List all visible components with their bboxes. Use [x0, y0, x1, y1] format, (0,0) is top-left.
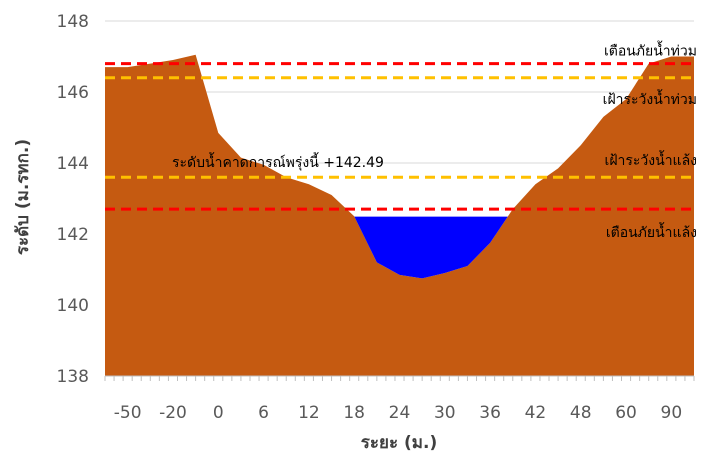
- reference-label: เฝ้าระวังน้ำท่วม: [603, 89, 697, 108]
- x-tick-label: 6: [258, 403, 269, 423]
- y-tick-label: 146: [57, 83, 89, 103]
- y-tick-label: 144: [57, 154, 89, 174]
- reference-label: เตือนภัยน้ำท่วม: [604, 41, 697, 60]
- y-tick-label: 138: [57, 367, 89, 387]
- x-tick-label: 90: [661, 403, 683, 423]
- y-tick-label: 140: [57, 296, 89, 316]
- reference-labels: เตือนภัยน้ำท่วมเฝ้าระวังน้ำท่วมเฝ้าระวัง…: [603, 41, 697, 242]
- water-area: [354, 216, 508, 279]
- x-tick-label: 24: [389, 403, 411, 423]
- x-tick-label: 36: [479, 403, 501, 423]
- reference-label: เตือนภัยน้ำแล้ง: [606, 222, 697, 241]
- axes: 138 140 142 144 146 148 -50 -20 0 6 12 18 24 30 36 42 48…: [57, 12, 695, 423]
- ground-area: [105, 54, 694, 376]
- reference-lines: [105, 62, 694, 211]
- y-tick-label: 148: [57, 12, 89, 32]
- x-tick-label: -50: [114, 403, 142, 423]
- ground-layer: [105, 54, 694, 376]
- x-tick-label: 60: [615, 403, 637, 423]
- x-tick-label: 18: [343, 403, 365, 423]
- y-axis-title: ระดับ (ม.รทก.): [13, 139, 33, 255]
- water-layer: [354, 216, 508, 279]
- x-tick-label: 30: [434, 403, 456, 423]
- x-axis-title: ระยะ (ม.): [361, 433, 437, 453]
- x-tick-label: 12: [298, 403, 320, 423]
- x-tick-label: 48: [570, 403, 592, 423]
- x-tick-label: 42: [525, 403, 547, 423]
- x-tick-label: 0: [213, 403, 224, 423]
- y-tick-label: 142: [57, 225, 89, 245]
- water-level-label: ระดับน้ำคาดการณ์พรุ่งนี้ +142.49: [172, 152, 384, 171]
- x-tick-label: -20: [159, 403, 187, 423]
- reference-label: เฝ้าระวังน้ำแล้ง: [605, 150, 697, 169]
